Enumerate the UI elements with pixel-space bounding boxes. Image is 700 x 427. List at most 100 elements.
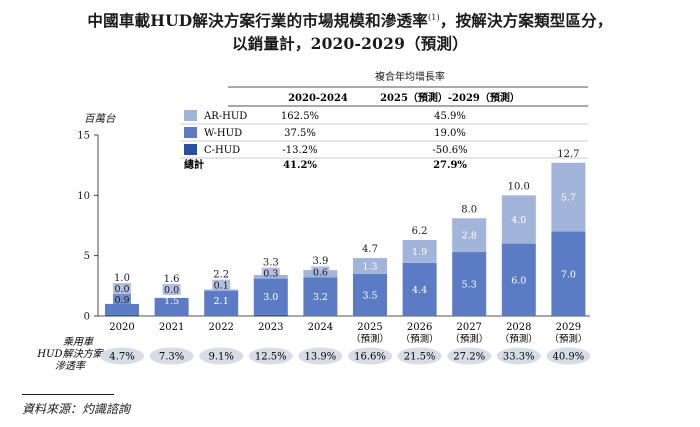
penetration-value-2022: 9.1% bbox=[208, 352, 233, 363]
cagr-c-hud-1: -13.2% bbox=[282, 145, 317, 156]
total-label-2022: 2.2 bbox=[213, 270, 229, 281]
data-label-w-hud-2020: 0.9 bbox=[114, 295, 129, 306]
penetration-pill bbox=[199, 347, 244, 365]
total-label-2027: 8.0 bbox=[461, 204, 477, 215]
x-tick-label: 2022 bbox=[208, 322, 233, 333]
total-label-2025: 4.7 bbox=[362, 244, 378, 255]
data-label-ar-hud-2025: 1.3 bbox=[362, 261, 377, 272]
bar-w-hud-2023 bbox=[253, 278, 288, 315]
penetration-label-3: 滲透率 bbox=[55, 360, 87, 372]
x-tick-sublabel: （預測） bbox=[351, 333, 389, 345]
data-label-bg bbox=[113, 294, 131, 305]
y-tick-label: 15 bbox=[77, 131, 90, 142]
bar-w-hud-2029 bbox=[551, 231, 586, 316]
legend-ar-hud: AR-HUD bbox=[203, 111, 247, 122]
title-line1-suffix: ，按解決方案類型區分， bbox=[439, 11, 613, 31]
data-label-w-hud-2022: 2.1 bbox=[214, 296, 229, 307]
penetration-value-2026: 21.5% bbox=[404, 352, 436, 363]
bar-ar-hud-2026 bbox=[402, 239, 437, 263]
x-tick-label: 2026 bbox=[407, 322, 432, 333]
cagr-ar-hud-1: 162.5% bbox=[281, 111, 319, 122]
bar-c-hud-2020 bbox=[105, 314, 139, 316]
bar-ar-hud-2025 bbox=[353, 258, 387, 274]
penetration-pill bbox=[248, 347, 293, 365]
total-label-2021: 1.6 bbox=[164, 274, 180, 285]
legend-swatch-ar-hud bbox=[184, 110, 197, 121]
data-label-w-hud-2028: 6.0 bbox=[511, 275, 526, 286]
penetration-pill bbox=[397, 347, 442, 365]
cagr-col-2: 2025（預測）-2029（預測） bbox=[380, 91, 520, 104]
legend-swatch-c-hud bbox=[184, 144, 197, 155]
data-label-bg bbox=[113, 283, 131, 294]
penetration-pill bbox=[298, 347, 343, 365]
legend-swatch-w-hud bbox=[184, 127, 197, 138]
legend-w-hud: W-HUD bbox=[204, 128, 242, 139]
data-label-bg bbox=[212, 279, 231, 291]
bar-ar-hud-2028 bbox=[501, 195, 536, 244]
penetration-value-2023: 12.5% bbox=[255, 352, 287, 363]
cagr-total-label: 總計 bbox=[184, 158, 204, 171]
data-label-ar-hud-2026: 1.9 bbox=[412, 247, 427, 258]
bars-group: 0.10.90.01.00.01.50.01.60.02.10.12.20.13… bbox=[105, 149, 586, 317]
total-label-2026: 6.2 bbox=[412, 226, 428, 237]
cagr-total-1: 41.2% bbox=[283, 160, 317, 171]
cagr-w-hud-1: 37.5% bbox=[284, 128, 316, 139]
penetration-label-1: 乘用車 bbox=[63, 336, 95, 348]
data-label-ar-hud-2020: 0.0 bbox=[114, 284, 129, 295]
data-label-ar-hud-2024: 0.6 bbox=[313, 267, 328, 278]
data-label-w-hud-2026: 4.4 bbox=[412, 285, 427, 296]
total-label-2020: 1.0 bbox=[114, 273, 130, 284]
data-label-bg bbox=[162, 284, 181, 295]
cagr-w-hud-2: 19.0% bbox=[434, 128, 466, 139]
total-label-2029: 12.7 bbox=[557, 149, 579, 160]
penetration-value-2021: 7.3% bbox=[159, 352, 184, 363]
bar-c-hud-2023 bbox=[253, 314, 288, 316]
cagr-header: 複合年均增長率 bbox=[375, 70, 445, 83]
page-subtitle: 以銷量計，2020-2029（預測） bbox=[232, 34, 468, 53]
bar-w-hud-2025 bbox=[353, 273, 387, 316]
penetration-pill bbox=[546, 347, 591, 365]
x-tick-label: 2029 bbox=[556, 322, 581, 333]
x-tick-label: 2020 bbox=[109, 322, 134, 333]
data-label-w-hud-2024: 3.2 bbox=[313, 292, 328, 303]
bar-w-hud-2026 bbox=[402, 262, 437, 316]
title-line1: 中國車載HUD解決方案行業的市場規模和滲透率 bbox=[87, 11, 428, 31]
y-axis: 百萬台 0 5 10 15 bbox=[77, 113, 116, 323]
data-label-w-hud-2021: 1.5 bbox=[164, 296, 179, 307]
y-tick-label: 10 bbox=[77, 191, 90, 202]
data-label-bg bbox=[261, 267, 280, 279]
data-label-w-hud-2029: 7.0 bbox=[561, 269, 576, 280]
penetration-label-2: HUD解決方案 bbox=[36, 348, 104, 360]
bar-w-hud-2022 bbox=[204, 290, 239, 316]
y-tick-label: 5 bbox=[84, 251, 90, 262]
data-label-ar-hud-2028: 4.0 bbox=[511, 215, 526, 226]
title-superscript: (1) bbox=[427, 13, 440, 22]
legend-c-hud: C-HUD bbox=[204, 145, 240, 156]
cagr-col-1: 2020-2024 bbox=[288, 93, 348, 104]
x-tick-label: 2021 bbox=[159, 322, 184, 333]
cagr-c-hud-2: -50.6% bbox=[432, 145, 467, 156]
cagr-ar-hud-2: 45.9% bbox=[434, 111, 466, 122]
penetration-value-2024: 13.9% bbox=[305, 352, 337, 363]
data-label-ar-hud-2027: 2.8 bbox=[462, 231, 477, 242]
data-label-ar-hud-2021: 0.0 bbox=[164, 285, 179, 296]
bar-w-hud-2028 bbox=[501, 243, 536, 316]
x-tick-sublabel: （預測） bbox=[500, 333, 538, 345]
total-label-2028: 10.0 bbox=[508, 181, 530, 192]
total-label-2024: 3.9 bbox=[312, 256, 328, 267]
data-label-ar-hud-2022: 0.1 bbox=[214, 281, 229, 292]
data-label-ar-hud-2029: 5.7 bbox=[561, 193, 576, 204]
data-label-bg bbox=[311, 266, 330, 278]
penetration-row: 乘用車 HUD解決方案 滲透率 4.7% 7.3% 9.1% 12.5% 13.9% 16… bbox=[36, 336, 591, 372]
penetration-pill bbox=[149, 347, 194, 365]
penetration-pill bbox=[100, 347, 144, 365]
penetration-value-2027: 27.2% bbox=[453, 352, 485, 363]
cagr-table: 複合年均增長率 2020-2024 2025（預測）-2029（預測） AR-H… bbox=[180, 70, 588, 171]
x-tick-sublabel: （預測） bbox=[549, 333, 587, 345]
penetration-pill bbox=[447, 347, 492, 365]
x-tick-label: 2028 bbox=[506, 322, 531, 333]
penetration-value-2020: 4.7% bbox=[109, 352, 134, 363]
bar-w-hud-2024 bbox=[303, 277, 338, 316]
y-axis-label: 百萬台 bbox=[84, 113, 116, 125]
